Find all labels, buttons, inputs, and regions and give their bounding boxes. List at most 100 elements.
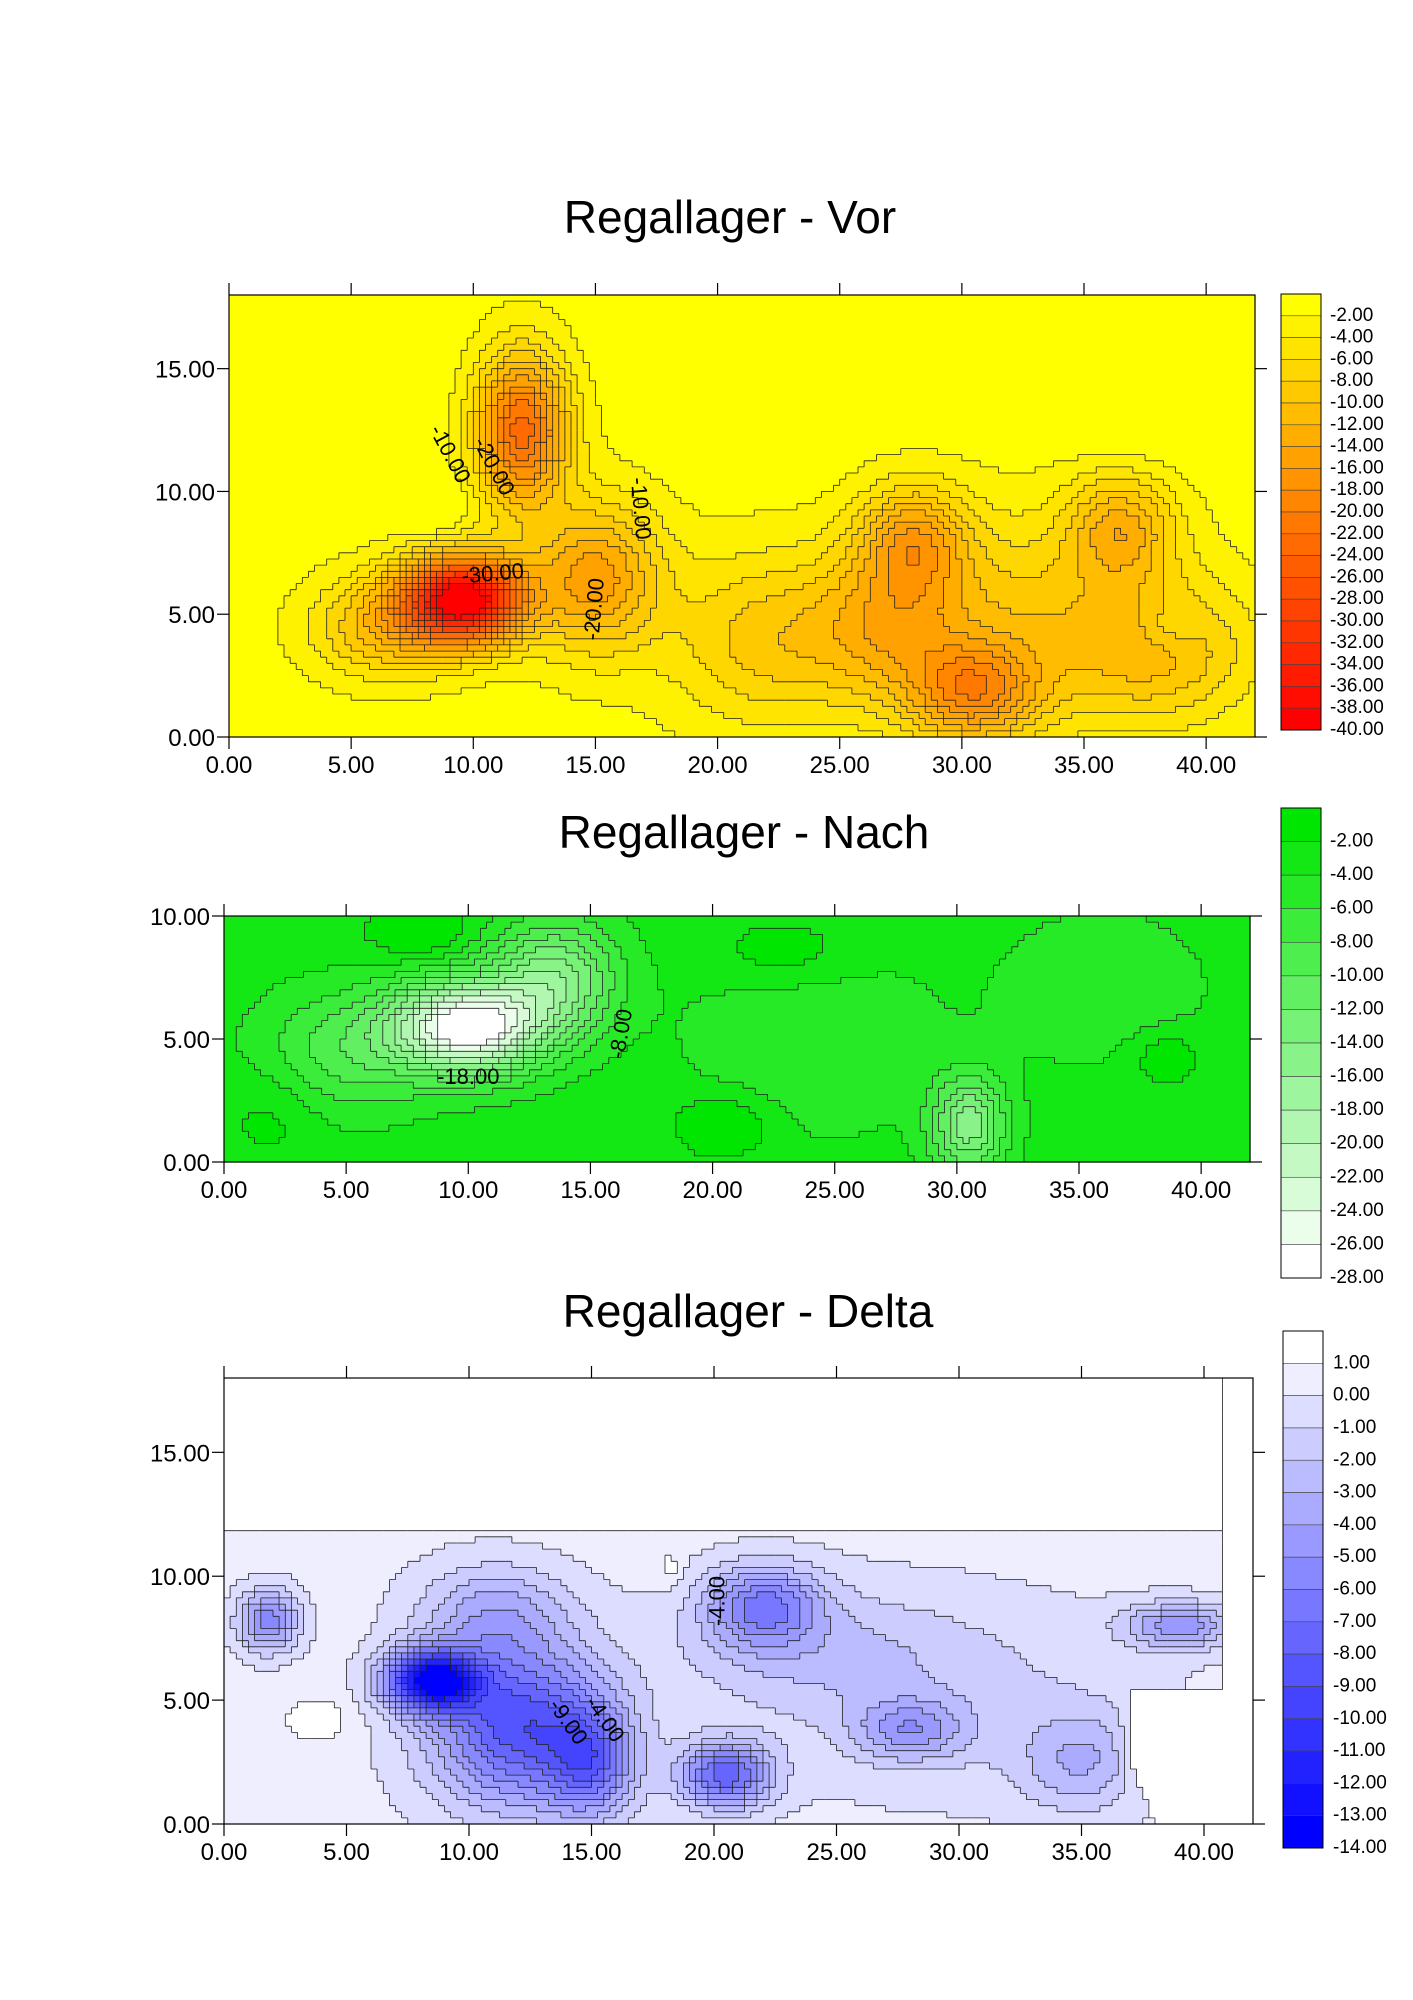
contour-band-cell	[444, 1573, 550, 1581]
contour-band-cell	[346, 1665, 366, 1672]
contour-band-cell	[833, 516, 853, 523]
contour-band-cell	[1175, 491, 1201, 499]
contour-band-cell	[475, 1671, 482, 1678]
contour-band-cell	[920, 1118, 934, 1126]
contour-band-cell	[224, 1506, 1223, 1514]
contour-band-cell	[577, 405, 584, 413]
contour-band-cell	[351, 657, 383, 664]
contour-band-cell	[224, 1481, 1223, 1489]
contour-band-cell	[388, 946, 433, 954]
contour-band-cell	[540, 423, 548, 431]
contour-band-cell	[950, 1094, 964, 1102]
contour-band-cell	[888, 516, 939, 523]
legend-swatch	[1282, 1492, 1324, 1526]
contour-band-cell	[1084, 589, 1140, 597]
contour-band-cell	[479, 368, 493, 376]
contour-band-cell	[787, 1756, 856, 1764]
contour-band-cell	[503, 632, 517, 640]
contour-band-cell	[468, 952, 488, 960]
contour-band-cell	[485, 442, 493, 450]
contour-band-cell	[425, 983, 445, 991]
contour-band-cell	[955, 657, 975, 664]
contour-band-cell	[395, 1805, 446, 1813]
contour-band-cell	[888, 718, 914, 726]
legend-swatch	[1282, 1653, 1324, 1687]
contour-band-cell	[701, 1634, 721, 1642]
contour-band-cell	[1099, 1756, 1119, 1764]
contour-band-cell	[430, 614, 438, 621]
contour-band-cell	[952, 1732, 978, 1740]
contour-band-cell	[1004, 718, 1018, 726]
contour-band-cell	[961, 644, 1006, 652]
contour-band-cell	[1169, 669, 1207, 677]
contour-band-cell	[498, 934, 518, 942]
contour-band-cell	[900, 509, 926, 517]
contour-band-cell	[1197, 1616, 1211, 1623]
contour-band-cell	[456, 934, 482, 942]
contour-band-cell	[491, 583, 499, 591]
contour-band-cell	[442, 589, 480, 597]
contour-band-cell	[498, 1039, 512, 1046]
contour-band-cell	[961, 528, 975, 536]
contour-band-cell	[497, 485, 511, 493]
legend-label: -8.00	[1330, 370, 1373, 391]
contour-band-cell	[285, 1604, 292, 1611]
contour-band-cell	[1106, 1726, 1125, 1733]
contour-band-cell	[560, 1579, 611, 1587]
contour-band-cell	[906, 687, 920, 695]
contour-band-cell	[1022, 706, 1036, 714]
contour-band-cell	[845, 571, 859, 578]
contour-band-cell	[473, 669, 597, 677]
contour-band-cell	[609, 1738, 617, 1746]
contour-band-cell	[571, 460, 578, 468]
contour-band-cell	[224, 1131, 250, 1138]
contour-band-cell	[1206, 718, 1256, 726]
contour-band-cell	[695, 1750, 703, 1758]
legend-label: -14.00	[1330, 1032, 1384, 1053]
legend-swatch	[1282, 1427, 1324, 1461]
legend-swatch	[1280, 664, 1322, 687]
contour-band-cell	[364, 1695, 378, 1703]
contour-band-cell	[932, 989, 982, 997]
contour-band-cell	[400, 577, 407, 585]
contour-band-cell	[224, 1683, 348, 1691]
contour-band-cell	[980, 516, 1055, 523]
contour-band-cell	[479, 589, 487, 597]
contour-band-cell	[1084, 583, 1140, 591]
contour-band-cell	[430, 577, 438, 585]
contour-band-cell	[577, 423, 584, 431]
contour-band-cell	[1175, 687, 1213, 695]
contour-band-cell	[937, 552, 951, 560]
contour-band-cell	[454, 522, 474, 529]
contour-band-cell	[999, 1149, 1007, 1157]
contour-band-cell	[999, 1100, 1013, 1108]
contour-band-cell	[1200, 558, 1250, 566]
contour-band-cell	[1130, 1726, 1254, 1733]
contour-band-cell	[224, 1738, 372, 1746]
contour-band-cell	[858, 577, 871, 585]
contour-band-cell	[1032, 1756, 1058, 1764]
contour-band-cell	[450, 1720, 470, 1727]
contour-band-cell	[340, 1720, 366, 1727]
contour-band-cell	[438, 1744, 452, 1752]
contour-band-cell	[516, 608, 523, 615]
legend-label: -18.00	[1330, 1099, 1384, 1120]
contour-band-cell	[400, 571, 407, 578]
contour-band-cell	[634, 1732, 648, 1740]
contour-band-cell	[1114, 528, 1122, 536]
contour-band-cell	[224, 1439, 1223, 1446]
contour-band-cell	[796, 565, 835, 572]
contour-band-cell	[701, 1573, 721, 1581]
contour-band-cell	[333, 1094, 414, 1102]
contour-band-cell	[413, 1118, 677, 1126]
contour-band-cell	[536, 1604, 562, 1611]
contour-band-cell	[1112, 1738, 1125, 1746]
contour-band-cell	[916, 1652, 1021, 1660]
contour-band-cell	[937, 565, 951, 572]
contour-band-cell	[1024, 1088, 1251, 1095]
contour-band-cell	[504, 940, 524, 948]
contour-band-cell	[552, 307, 1256, 315]
contour-band-cell	[1175, 522, 1189, 529]
contour-band-cell	[1047, 694, 1073, 701]
contour-band-cell	[980, 460, 1055, 468]
